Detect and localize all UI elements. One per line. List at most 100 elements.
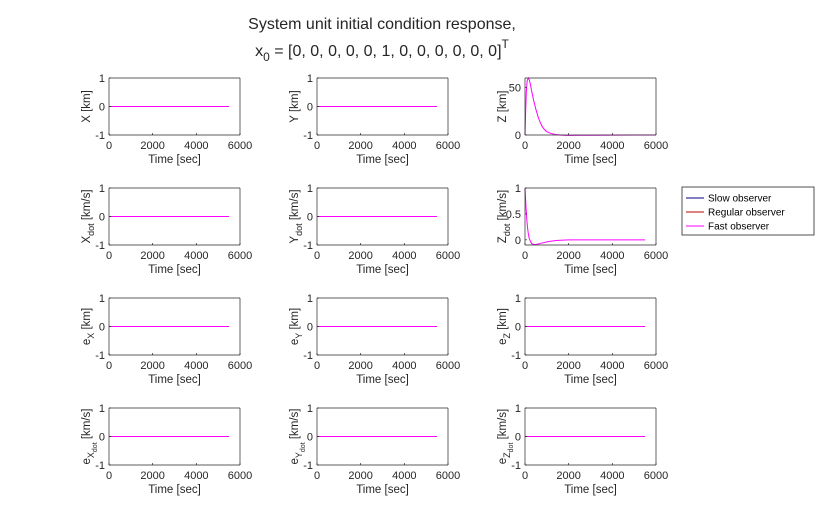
x-tick-label: 4000: [184, 140, 208, 152]
x-axis-label: Time [sec]: [148, 154, 201, 166]
y-tick-label: -1: [95, 130, 105, 142]
y-tick-label: 0: [307, 432, 313, 444]
x-tick-label: 6000: [436, 470, 460, 482]
x-tick-label: 6000: [228, 140, 252, 152]
x-tick-label: 2000: [348, 360, 372, 372]
x-tick-label: 0: [522, 140, 528, 152]
y-axis-label: Ydot [km/s]: [289, 189, 304, 243]
x-tick-label: 6000: [644, 140, 668, 152]
y-tick-label: 1: [515, 403, 521, 415]
y-axis-label: X [km]: [81, 90, 93, 123]
y-axis-label: eY [km]: [289, 308, 304, 345]
x-tick-label: 0: [106, 360, 112, 372]
x-tick-label: 0: [522, 360, 528, 372]
series-line-fast-observer: [524, 187, 646, 245]
y-tick-label: 1: [99, 403, 105, 415]
y-axis-label: eX [km]: [81, 308, 96, 345]
y-tick-label: 0: [515, 130, 521, 142]
y-tick-label: 0: [307, 102, 313, 114]
y-tick-label: 1: [307, 403, 313, 415]
y-tick-label: 1: [99, 293, 105, 305]
y-tick-label: -1: [95, 460, 105, 472]
y-tick-label: 1: [307, 183, 313, 195]
y-tick-label: 0: [515, 235, 521, 247]
x-tick-label: 4000: [600, 140, 624, 152]
y-tick-label: 50: [509, 83, 521, 95]
x-tick-label: 6000: [436, 140, 460, 152]
x-tick-label: 2000: [348, 140, 372, 152]
x-tick-label: 4000: [392, 250, 416, 262]
x-tick-label: 4000: [600, 470, 624, 482]
y-tick-label: 1: [99, 183, 105, 195]
y-tick-label: -1: [303, 240, 313, 252]
y-tick-label: 1: [99, 73, 105, 85]
x-tick-label: 2000: [556, 360, 580, 372]
title-superscript: T: [502, 37, 510, 51]
legend: Slow observer Regular observer Fast observ…: [681, 186, 815, 236]
y-axis-label: eYdot [km/s]: [289, 408, 307, 464]
x-tick-label: 2000: [348, 250, 372, 262]
x-tick-label: 0: [314, 360, 320, 372]
y-axis-label: eZdot [km/s]: [497, 409, 515, 465]
x-tick-label: 2000: [348, 470, 372, 482]
y-tick-label: 1: [307, 293, 313, 305]
x-tick-label: 0: [314, 250, 320, 262]
y-tick-label: 0.5: [506, 209, 521, 221]
y-tick-label: 0: [307, 212, 313, 224]
legend-entry-label: Regular observer: [708, 208, 785, 219]
y-tick-label: -1: [511, 460, 521, 472]
title-x: x: [255, 43, 263, 60]
x-axis-label: Time [sec]: [564, 154, 617, 166]
y-axis-label: Zdot [km/s]: [497, 190, 512, 243]
x-tick-label: 6000: [644, 470, 668, 482]
subplot-3: 0 2000 4000 6000 0 50 Time [sec] Z [km]: [497, 76, 668, 166]
y-tick-label: 0: [99, 102, 105, 114]
figure-title-line1: System unit initial condition response,: [248, 16, 516, 33]
y-tick-label: -1: [303, 350, 313, 362]
y-tick-label: 0: [99, 322, 105, 334]
x-tick-label: 6000: [228, 250, 252, 262]
x-tick-label: 0: [522, 470, 528, 482]
y-tick-label: 0: [99, 212, 105, 224]
x-tick-label: 4000: [184, 250, 208, 262]
y-axis-label: Xdot [km/s]: [81, 189, 96, 243]
x-tick-label: 6000: [228, 360, 252, 372]
y-axis-label: Y [km]: [289, 90, 301, 122]
subplot-6: 0 2000 4000 6000 0 0.5 1 Time [sec] Zdot [km/s]: [497, 183, 668, 276]
y-tick-label: 1: [515, 293, 521, 305]
x-tick-label: 4000: [600, 360, 624, 372]
x-axis-label: Time [sec]: [564, 374, 617, 386]
x-tick-label: 2000: [140, 250, 164, 262]
y-tick-label: -1: [511, 350, 521, 362]
x-axis-label: Time [sec]: [148, 264, 201, 276]
x-tick-label: 2000: [140, 470, 164, 482]
x-tick-label: 6000: [436, 360, 460, 372]
y-tick-label: -1: [303, 130, 313, 142]
y-tick-label: -1: [95, 350, 105, 362]
x-tick-label: 4000: [184, 360, 208, 372]
axes-background: [525, 78, 656, 135]
x-tick-label: 2000: [140, 360, 164, 372]
x-tick-label: 2000: [556, 250, 580, 262]
x-tick-label: 4000: [184, 470, 208, 482]
x-tick-label: 6000: [644, 360, 668, 372]
axes-background: [525, 188, 656, 245]
x-axis-label: Time [sec]: [564, 484, 617, 496]
x-axis-label: Time [sec]: [356, 154, 409, 166]
y-tick-label: 0: [99, 432, 105, 444]
x-tick-label: 4000: [392, 360, 416, 372]
y-tick-label: 0: [307, 322, 313, 334]
x-tick-label: 6000: [644, 250, 668, 262]
y-tick-label: -1: [95, 240, 105, 252]
y-tick-label: 1: [307, 73, 313, 85]
y-tick-label: 0: [515, 322, 521, 334]
x-axis-label: Time [sec]: [148, 374, 201, 386]
x-tick-label: 2000: [140, 140, 164, 152]
